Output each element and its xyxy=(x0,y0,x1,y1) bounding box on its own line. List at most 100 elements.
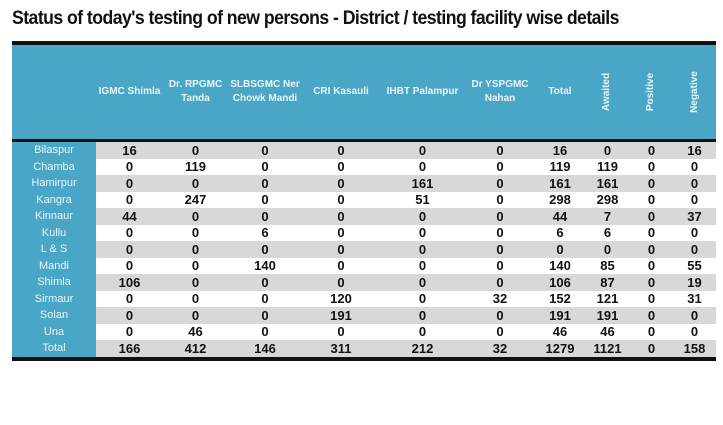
value-cell: 0 xyxy=(465,158,535,175)
value-cell: 0 xyxy=(302,241,380,258)
table-row: Una 0 46 0 0 0 0 46 46 0 0 xyxy=(12,323,716,340)
value-cell: 1121 xyxy=(585,340,630,359)
value-cell: 0 xyxy=(465,274,535,291)
value-cell: 0 xyxy=(673,158,716,175)
column-header: Negative xyxy=(673,43,716,142)
value-cell: 161 xyxy=(380,175,465,192)
value-cell: 0 xyxy=(96,290,163,307)
testing-status-table: IGMC Shimla Dr. RPGMC Tanda SLBSGMC Ner Ch… xyxy=(12,41,716,361)
value-cell: 0 xyxy=(673,224,716,241)
column-header-label: Dr. RPGMC Tanda xyxy=(168,79,223,104)
value-cell: 0 xyxy=(302,191,380,208)
value-cell: 119 xyxy=(163,158,228,175)
district-cell: Solan xyxy=(12,307,96,324)
value-cell: 298 xyxy=(585,191,630,208)
district-cell: Kinnaur xyxy=(12,208,96,225)
district-cell: Kangra xyxy=(12,191,96,208)
value-cell: 0 xyxy=(228,140,302,159)
value-cell: 46 xyxy=(163,323,228,340)
value-cell: 119 xyxy=(585,158,630,175)
value-cell: 0 xyxy=(302,175,380,192)
column-header-label: SLBSGMC Ner Chowk Mandi xyxy=(230,79,300,104)
district-cell: Shimla xyxy=(12,274,96,291)
column-header: SLBSGMC Ner Chowk Mandi xyxy=(228,43,302,142)
district-cell: Hamirpur xyxy=(12,175,96,192)
value-cell: 32 xyxy=(465,340,535,359)
value-cell: 0 xyxy=(630,257,673,274)
value-cell: 0 xyxy=(380,323,465,340)
value-cell: 32 xyxy=(465,290,535,307)
column-header: CRI Kasauli xyxy=(302,43,380,142)
value-cell: 0 xyxy=(302,257,380,274)
value-cell: 16 xyxy=(673,140,716,159)
table-row: Kullu 0 0 6 0 0 0 6 6 0 0 xyxy=(12,224,716,241)
value-cell: 140 xyxy=(535,257,585,274)
column-header: Dr YSPGMC Nahan xyxy=(465,43,535,142)
column-header-label: Awaited xyxy=(601,72,613,112)
value-cell: 0 xyxy=(380,257,465,274)
value-cell: 0 xyxy=(380,307,465,324)
value-cell: 311 xyxy=(302,340,380,359)
value-cell: 31 xyxy=(673,290,716,307)
column-header: IHBT Palampur xyxy=(380,43,465,142)
value-cell: 0 xyxy=(380,208,465,225)
value-cell: 0 xyxy=(228,191,302,208)
column-header-label: Total xyxy=(548,86,572,97)
value-cell: 0 xyxy=(585,140,630,159)
value-cell: 0 xyxy=(380,140,465,159)
value-cell: 0 xyxy=(465,241,535,258)
column-header xyxy=(12,43,96,142)
value-cell: 0 xyxy=(630,307,673,324)
value-cell: 0 xyxy=(302,323,380,340)
district-cell: Bilaspur xyxy=(12,140,96,159)
value-cell: 7 xyxy=(585,208,630,225)
value-cell: 0 xyxy=(630,175,673,192)
value-cell: 16 xyxy=(535,140,585,159)
value-cell: 0 xyxy=(163,257,228,274)
value-cell: 0 xyxy=(228,158,302,175)
value-cell: 0 xyxy=(585,241,630,258)
value-cell: 6 xyxy=(535,224,585,241)
total-row: Total 166 412 146 311 212 32 1279 1121 0 158 xyxy=(12,340,716,359)
column-header-label: CRI Kasauli xyxy=(313,86,369,97)
value-cell: 0 xyxy=(465,191,535,208)
value-cell: 16 xyxy=(96,140,163,159)
value-cell: 119 xyxy=(535,158,585,175)
value-cell: 146 xyxy=(228,340,302,359)
header-row: IGMC Shimla Dr. RPGMC Tanda SLBSGMC Ner Ch… xyxy=(12,43,716,142)
value-cell: 140 xyxy=(228,257,302,274)
value-cell: 0 xyxy=(228,307,302,324)
value-cell: 0 xyxy=(163,175,228,192)
value-cell: 0 xyxy=(228,175,302,192)
value-cell: 247 xyxy=(163,191,228,208)
table-row: Solan 0 0 0 191 0 0 191 191 0 0 xyxy=(12,307,716,324)
value-cell: 0 xyxy=(96,175,163,192)
value-cell: 0 xyxy=(673,241,716,258)
district-cell: Una xyxy=(12,323,96,340)
column-header-label: IHBT Palampur xyxy=(386,86,459,97)
value-cell: 0 xyxy=(380,274,465,291)
table-row: Hamirpur 0 0 0 0 161 0 161 161 0 0 xyxy=(12,175,716,192)
value-cell: 19 xyxy=(673,274,716,291)
value-cell: 0 xyxy=(380,224,465,241)
value-cell: 46 xyxy=(535,323,585,340)
value-cell: 0 xyxy=(465,140,535,159)
value-cell: 0 xyxy=(630,323,673,340)
value-cell: 0 xyxy=(163,241,228,258)
value-cell: 191 xyxy=(302,307,380,324)
value-cell: 0 xyxy=(673,307,716,324)
value-cell: 0 xyxy=(302,224,380,241)
value-cell: 55 xyxy=(673,257,716,274)
value-cell: 46 xyxy=(585,323,630,340)
value-cell: 0 xyxy=(228,241,302,258)
table-row: Sirmaur 0 0 0 120 0 32 152 121 0 31 xyxy=(12,290,716,307)
column-header-label: Negative xyxy=(688,71,700,113)
value-cell: 0 xyxy=(673,323,716,340)
page-title: Status of today's testing of new persons… xyxy=(12,8,619,29)
value-cell: 44 xyxy=(96,208,163,225)
value-cell: 0 xyxy=(673,191,716,208)
value-cell: 0 xyxy=(163,290,228,307)
value-cell: 0 xyxy=(465,208,535,225)
value-cell: 0 xyxy=(96,257,163,274)
value-cell: 0 xyxy=(465,323,535,340)
